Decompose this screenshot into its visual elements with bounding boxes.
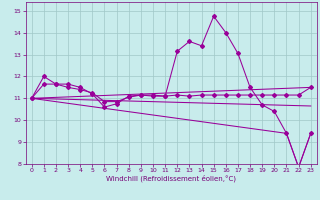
X-axis label: Windchill (Refroidissement éolien,°C): Windchill (Refroidissement éolien,°C) bbox=[106, 175, 236, 182]
